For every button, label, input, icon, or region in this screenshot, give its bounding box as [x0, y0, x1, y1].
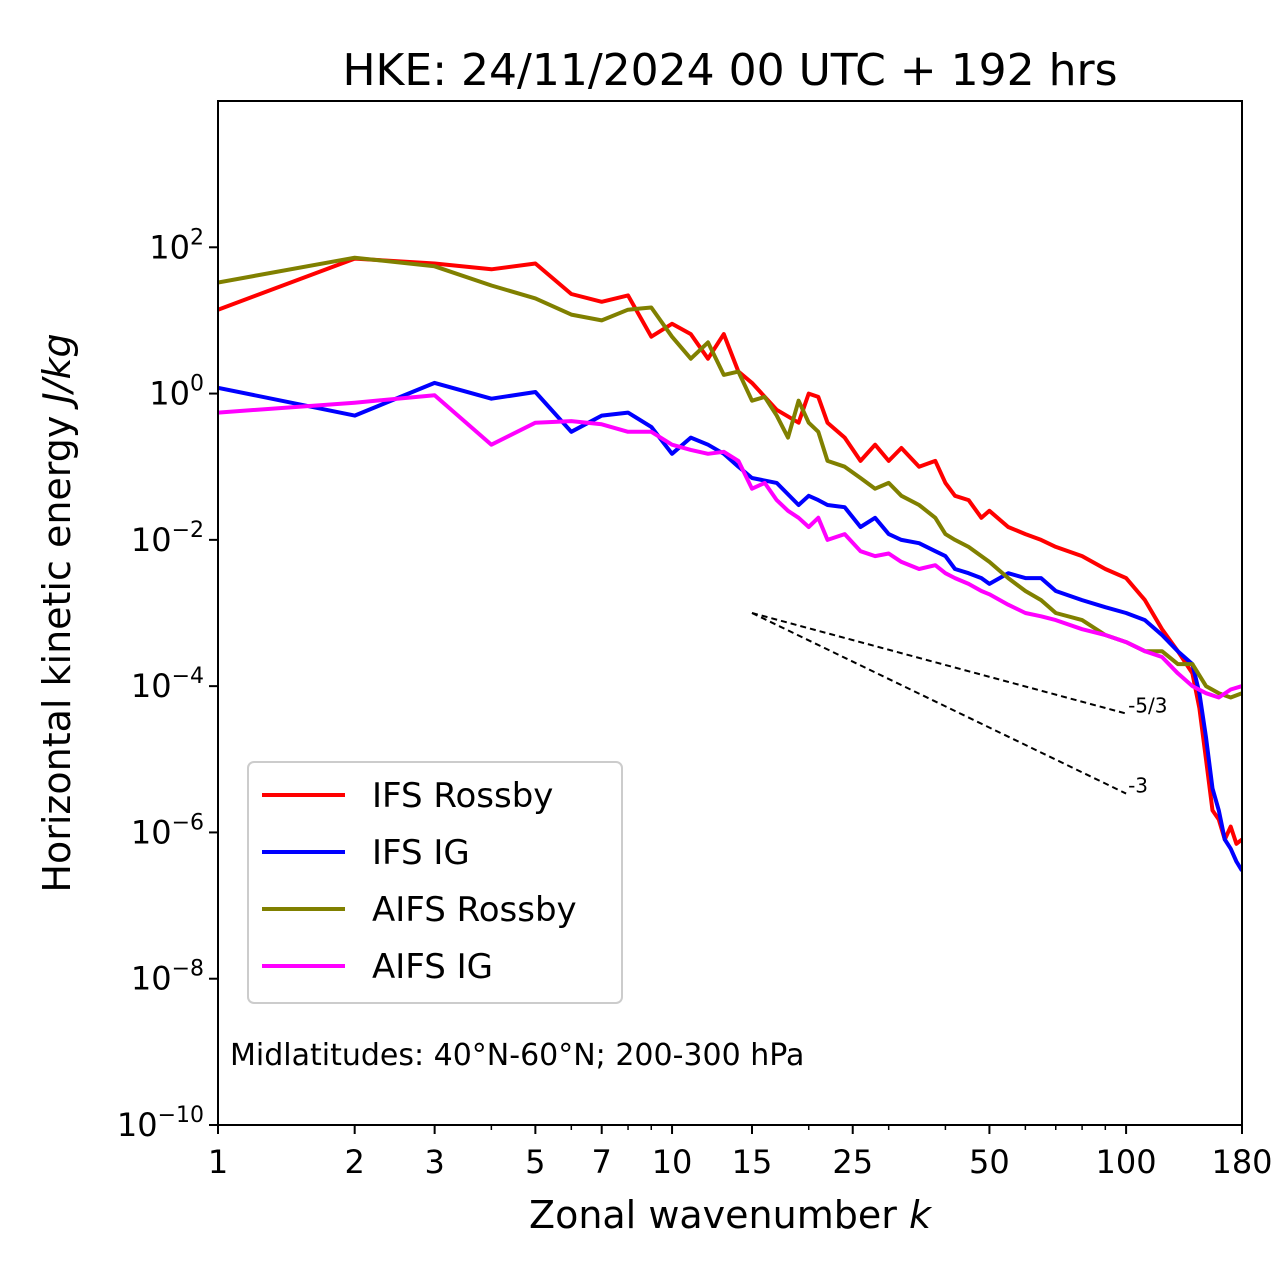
x-tick-label: 5	[525, 1143, 545, 1181]
legend-label: IFS IG	[372, 833, 470, 873]
legend-items: IFS Rossby IFS IG AIFS Rossby AIFS IG	[262, 776, 577, 987]
x-tick-label: 25	[832, 1143, 873, 1181]
x-tick-label: 50	[969, 1143, 1010, 1181]
slope-label-1: -3	[1128, 774, 1148, 798]
region-annotation: Midlatitudes: 40°N-60°N; 200-300 hPa	[230, 1038, 804, 1073]
x-tick-label: 7	[592, 1143, 612, 1181]
x-tick-label: 1	[208, 1143, 228, 1181]
y-tick-label: 10−6	[131, 810, 204, 851]
chart-title: HKE: 24/11/2024 00 UTC + 192 hrs	[342, 45, 1117, 96]
x-tick-label: 10	[652, 1143, 693, 1181]
y-axis-label: Horizontal kinetic energy J/kg	[35, 333, 79, 892]
y-tick-label: 102	[149, 225, 204, 266]
x-tick-label: 100	[1096, 1143, 1157, 1181]
series-line-aifs-ig	[218, 393, 1242, 700]
legend-label: AIFS IG	[372, 947, 493, 987]
reference-slopes: -5/3 -3	[751, 612, 1168, 798]
legend: IFS Rossby IFS IG AIFS Rossby AIFS IG	[247, 761, 623, 1004]
y-tick-label: 10−10	[117, 1103, 204, 1144]
legend-label: IFS Rossby	[372, 776, 553, 816]
y-tick-label: 10−8	[131, 957, 204, 998]
x-axis-label: Zonal wavenumber k	[529, 1193, 933, 1237]
plot-frame	[217, 100, 1243, 1126]
x-tick-label: 15	[732, 1143, 773, 1181]
legend-label: AIFS Rossby	[372, 890, 577, 930]
slope-line-1	[751, 612, 1127, 795]
y-axis: 102 100 10−2 10−4 10−6 10−8 10−10	[117, 225, 218, 1144]
slope-label-0: -5/3	[1128, 694, 1167, 718]
series-line-ifs-rossby	[218, 256, 1242, 846]
x-tick-label: 180	[1211, 1143, 1272, 1181]
series-layer	[218, 255, 1242, 872]
x-tick-label: 2	[345, 1143, 365, 1181]
y-tick-label: 100	[149, 372, 204, 413]
y-tick-label: 10−4	[131, 664, 204, 705]
legend-box	[247, 761, 623, 1004]
slope-line-0	[751, 612, 1127, 715]
x-tick-label: 3	[424, 1143, 444, 1181]
y-tick-label: 10−2	[131, 518, 204, 559]
x-axis: 1 2 3 5 7 10 15 25 50 100 180	[208, 1125, 1273, 1181]
